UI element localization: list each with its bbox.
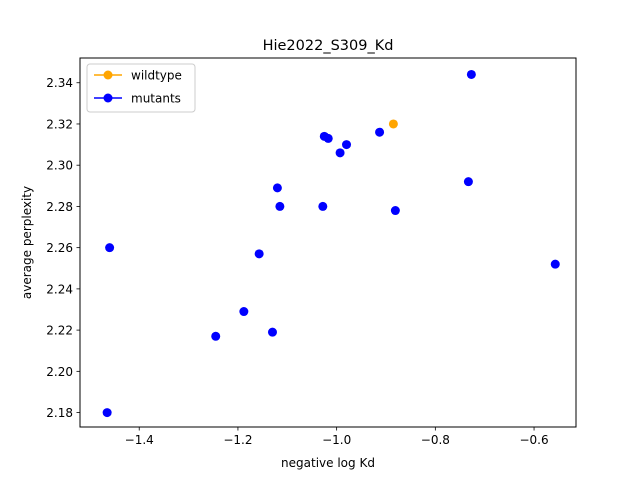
mutants-point xyxy=(463,177,473,187)
mutants-point xyxy=(105,243,115,253)
y-tick-label: 2.24 xyxy=(46,282,73,296)
chart-title: Hie2022_S309_Kd xyxy=(263,38,394,54)
mutants-point xyxy=(323,133,333,143)
x-tick-label: −0.8 xyxy=(421,433,450,447)
y-tick-label: 2.28 xyxy=(46,200,73,214)
y-tick-label: 2.26 xyxy=(46,241,73,255)
mutants-point xyxy=(102,408,112,418)
mutants-point xyxy=(272,183,282,193)
mutants-point xyxy=(211,331,221,341)
x-axis-label: negative log Kd xyxy=(281,456,375,470)
legend: wildtype mutants xyxy=(86,63,196,113)
x-tick-label: −1.0 xyxy=(322,433,351,447)
legend-mutants-marker xyxy=(103,93,113,103)
legend-wildtype-label: wildtype xyxy=(131,69,182,83)
mutants-point xyxy=(466,69,476,79)
y-tick-label: 2.32 xyxy=(46,117,73,131)
mutants-point xyxy=(239,307,249,317)
wildtype-point xyxy=(388,119,398,129)
y-tick-label: 2.20 xyxy=(46,365,73,379)
x-tick-label: −1.2 xyxy=(223,433,252,447)
mutants-point xyxy=(254,249,264,259)
mutants-point xyxy=(275,201,285,211)
y-tick-label: 2.34 xyxy=(46,76,73,90)
mutants-point xyxy=(318,201,328,211)
y-tick-label: 2.22 xyxy=(46,324,73,338)
axis-ticks: −1.4 −1.2 −1.0 −0.8 −0.6 2.18 2.20 2.22 2.24 2.26… xyxy=(46,76,548,447)
y-tick-label: 2.30 xyxy=(46,159,73,173)
legend-box xyxy=(86,63,196,113)
mutants-point xyxy=(267,327,277,337)
mutants-point xyxy=(390,206,400,216)
x-tick-label: −1.4 xyxy=(125,433,154,447)
y-tick-label: 2.18 xyxy=(46,406,73,420)
x-tick-label: −0.6 xyxy=(519,433,548,447)
mutants-point xyxy=(342,140,352,150)
mutants-point xyxy=(335,148,345,158)
legend-mutants-label: mutants xyxy=(131,92,181,106)
mutants-point xyxy=(375,127,385,137)
legend-wildtype-marker xyxy=(103,70,113,80)
mutants-point xyxy=(550,259,560,269)
plot-frame xyxy=(79,57,577,428)
data-points xyxy=(102,69,560,418)
y-axis-label: average perplexity xyxy=(20,186,34,299)
